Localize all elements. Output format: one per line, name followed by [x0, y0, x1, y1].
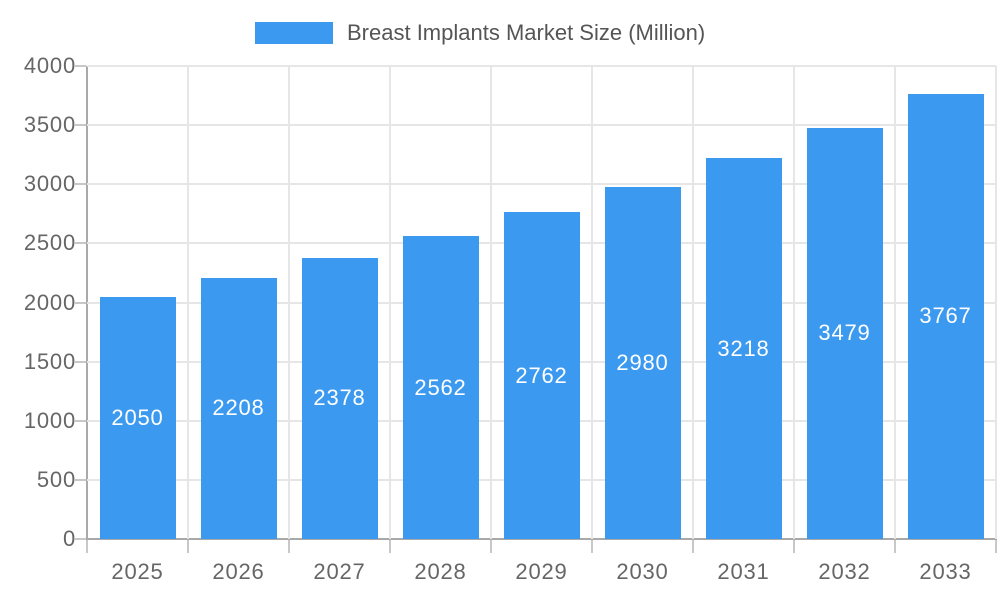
gridline-vertical [288, 66, 290, 539]
bar-value-label: 3767 [919, 303, 972, 329]
x-axis-tick-label: 2027 [313, 559, 366, 584]
x-axis-tick [490, 540, 492, 553]
y-axis-tick-label: 500 [36, 466, 76, 492]
bar-value-label: 3479 [818, 320, 871, 346]
y-axis-tick-label: 1000 [23, 407, 76, 433]
x-axis-tick-label: 2030 [616, 559, 669, 584]
y-axis-tick [75, 419, 86, 422]
plot-area: 2050 2208 2378 2562 2762 2980 3218 3479 3767 [87, 65, 997, 539]
x-axis-tick-label: 2032 [818, 559, 871, 584]
x-axis-tick [995, 540, 997, 553]
x-axis-tick [86, 540, 88, 553]
x-axis-tick [288, 540, 290, 553]
bar-value-label: 2208 [212, 395, 265, 421]
gridline-vertical [793, 66, 795, 539]
bar-2030[interactable]: 2980 [604, 186, 681, 539]
x-axis-tick [389, 540, 391, 553]
y-axis-tick-label: 2500 [23, 230, 76, 256]
gridline-vertical [389, 66, 391, 539]
bar-2026[interactable]: 2208 [200, 277, 277, 539]
x-axis-line [86, 538, 997, 540]
x-axis-tick [894, 540, 896, 553]
x-axis-tick-label: 2029 [515, 559, 568, 584]
bar-value-label: 2378 [313, 385, 366, 411]
y-axis-tick-label: 4000 [23, 53, 76, 78]
y-axis-tick [75, 538, 86, 540]
x-axis-tick-label: 2026 [212, 559, 265, 584]
gridline-vertical [894, 66, 896, 539]
gridline-horizontal [87, 183, 996, 186]
y-axis-tick [75, 301, 86, 304]
bar-2029[interactable]: 2762 [503, 212, 580, 539]
bar-value-label: 2562 [414, 374, 467, 400]
y-axis-tick-label: 0 [62, 526, 76, 551]
y-axis-tick [75, 65, 86, 67]
legend[interactable]: Breast Implants Market Size (Million) [255, 20, 705, 46]
gridline-vertical [591, 66, 593, 539]
y-axis-tick-label: 3500 [23, 112, 76, 138]
gridline-horizontal [87, 124, 996, 127]
y-axis-tick [75, 478, 86, 481]
y-axis-line [86, 66, 88, 553]
bar-2028[interactable]: 2562 [402, 236, 479, 539]
bar-value-label: 2762 [515, 362, 568, 388]
y-axis-tick-label: 1500 [23, 348, 76, 374]
bar-2025[interactable]: 2050 [99, 296, 176, 539]
y-axis-tick-label: 3000 [23, 171, 76, 197]
y-axis-tick [75, 242, 86, 245]
bar-value-label: 3218 [717, 335, 770, 361]
legend-label: Breast Implants Market Size (Million) [347, 20, 706, 45]
bar-value-label: 2980 [616, 349, 669, 375]
y-axis-tick [75, 183, 86, 186]
x-axis-tick [591, 540, 593, 553]
bar-2033[interactable]: 3767 [907, 93, 984, 539]
bar-2032[interactable]: 3479 [806, 127, 883, 539]
x-axis-tick-label: 2031 [717, 559, 770, 584]
gridline-vertical [692, 66, 694, 539]
bar-value-label: 2050 [111, 404, 164, 430]
gridline-vertical [490, 66, 492, 539]
legend-swatch [255, 22, 333, 44]
bar-2027[interactable]: 2378 [301, 257, 378, 539]
x-axis-tick-label: 2028 [414, 559, 467, 584]
bar-2031[interactable]: 3218 [705, 158, 782, 539]
gridline-vertical [187, 66, 189, 539]
x-axis-tick-label: 2033 [919, 559, 972, 584]
y-axis-tick [75, 124, 86, 127]
y-axis-tick [75, 360, 86, 363]
y-axis-tick-label: 2000 [23, 289, 76, 315]
x-axis-tick [793, 540, 795, 553]
x-axis-tick [187, 540, 189, 553]
x-axis-tick [692, 540, 694, 553]
gridline-vertical [995, 66, 997, 539]
gridline-horizontal [87, 65, 996, 67]
x-axis-tick-label: 2025 [111, 559, 164, 584]
